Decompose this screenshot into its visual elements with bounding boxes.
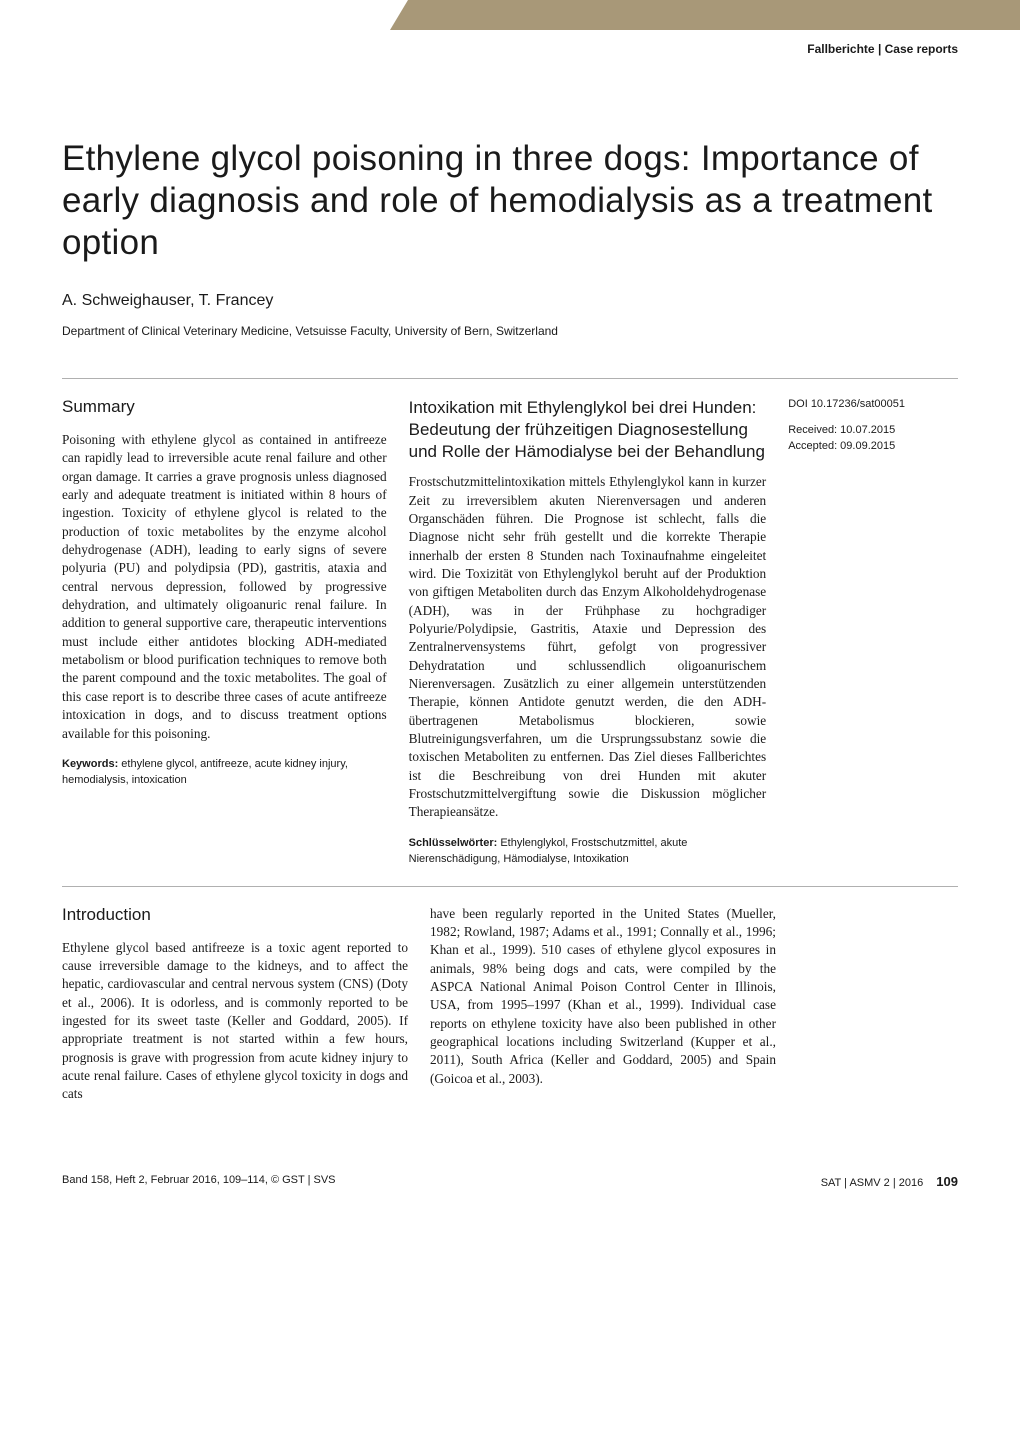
received-date: Received: 10.07.2015 xyxy=(788,423,958,439)
summary-column: Summary Poisoning with ethylene glycol a… xyxy=(62,397,387,868)
section-label: Fallberichte | Case reports xyxy=(0,30,1020,56)
abstract-columns: Summary Poisoning with ethylene glycol a… xyxy=(62,397,958,868)
metadata-column: DOI 10.17236/sat00051 Received: 10.07.20… xyxy=(788,397,958,868)
footer-journal: SAT | ASMV 2 | 2016 xyxy=(821,1177,924,1189)
footer-right: SAT | ASMV 2 | 2016 109 xyxy=(821,1174,958,1189)
accepted-date: Accepted: 09.09.2015 xyxy=(788,439,958,455)
page-footer: Band 158, Heft 2, Februar 2016, 109–114,… xyxy=(0,1144,1020,1213)
affiliation: Department of Clinical Veterinary Medici… xyxy=(62,324,958,338)
intro-body-right: have been regularly reported in the Unit… xyxy=(430,905,776,1088)
keywords: Keywords: ethylene glycol, antifreeze, a… xyxy=(62,757,387,789)
intro-col-left: Introduction Ethylene glycol based antif… xyxy=(62,905,408,1104)
page-number: 109 xyxy=(936,1174,958,1189)
intro-heading: Introduction xyxy=(62,905,408,925)
divider-top xyxy=(62,378,958,379)
schluesselwoerter: Schlüsselwörter: Ethylenglykol, Frostsch… xyxy=(409,836,767,868)
german-body: Frostschutzmittelintoxikation mittels Et… xyxy=(409,473,767,822)
article-title: Ethylene glycol poisoning in three dogs:… xyxy=(62,138,958,264)
german-heading: Intoxikation mit Ethylenglykol bei drei … xyxy=(409,397,767,463)
summary-heading: Summary xyxy=(62,397,387,417)
introduction-row: Introduction Ethylene glycol based antif… xyxy=(62,905,958,1104)
german-column: Intoxikation mit Ethylenglykol bei drei … xyxy=(409,397,767,868)
summary-body: Poisoning with ethylene glycol as contai… xyxy=(62,431,387,743)
divider-bottom xyxy=(62,886,958,887)
authors: A. Schweighauser, T. Francey xyxy=(62,292,958,310)
footer-left: Band 158, Heft 2, Februar 2016, 109–114,… xyxy=(62,1174,336,1189)
intro-body-left: Ethylene glycol based antifreeze is a to… xyxy=(62,939,408,1104)
header-accent-bar xyxy=(408,0,1020,30)
intro-col-right: have been regularly reported in the Unit… xyxy=(430,905,776,1104)
page-content: Ethylene glycol poisoning in three dogs:… xyxy=(0,56,1020,1144)
doi: DOI 10.17236/sat00051 xyxy=(788,397,958,413)
keywords-label: Keywords: xyxy=(62,758,118,770)
schluessel-label: Schlüsselwörter: xyxy=(409,837,498,849)
